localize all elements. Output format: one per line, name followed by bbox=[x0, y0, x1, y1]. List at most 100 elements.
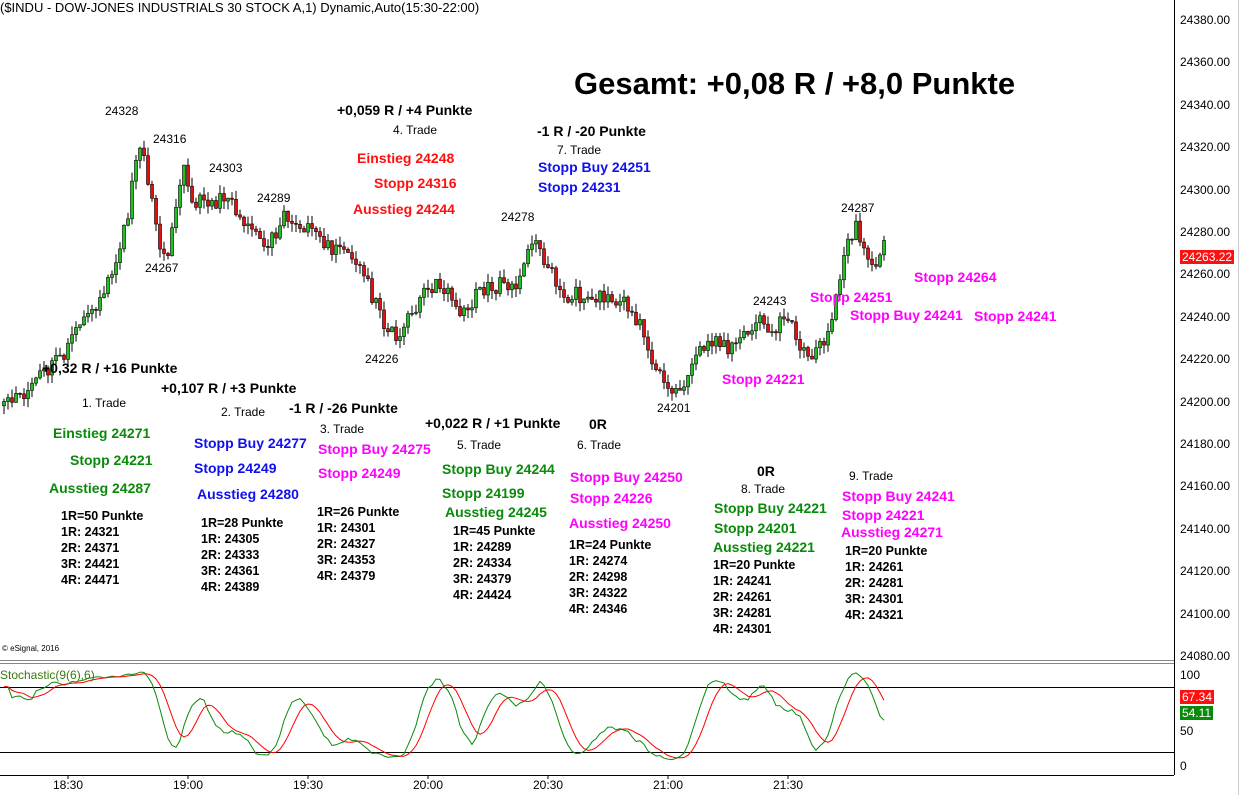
candle bbox=[470, 307, 474, 311]
candle bbox=[386, 328, 390, 333]
candle bbox=[422, 287, 426, 298]
candle bbox=[462, 307, 466, 316]
candle bbox=[434, 278, 438, 293]
candle bbox=[642, 319, 646, 338]
candle bbox=[6, 397, 10, 402]
trade-9-stop: Stopp 24221 bbox=[842, 507, 925, 523]
price-label: 24243 bbox=[753, 294, 787, 308]
trade-7-entry: Stopp Buy 24251 bbox=[538, 159, 651, 175]
candle bbox=[22, 393, 26, 399]
candle bbox=[662, 370, 666, 383]
candle bbox=[322, 236, 326, 249]
trade-9-r: 1R=20 Punkte bbox=[845, 544, 928, 558]
price-tick: 24380.00 bbox=[1180, 13, 1231, 27]
trade-4-exit: Ausstieg 24244 bbox=[353, 201, 455, 217]
candle bbox=[790, 320, 794, 323]
candle bbox=[826, 331, 830, 346]
trade-6-exit: Ausstieg 24250 bbox=[569, 515, 671, 531]
time-tick-label: 21:00 bbox=[653, 778, 683, 792]
price-tick: 24120.00 bbox=[1180, 564, 1231, 579]
stoch-d-value: 67.34 bbox=[1180, 690, 1215, 704]
candle bbox=[658, 369, 662, 372]
trade-3-r: 3R: 24353 bbox=[317, 553, 376, 567]
trade-3-r: 4R: 24379 bbox=[317, 569, 376, 583]
candle bbox=[550, 267, 554, 269]
candle bbox=[286, 210, 290, 222]
candle bbox=[846, 238, 850, 256]
stoch-tick-50: 50 bbox=[1180, 724, 1194, 738]
candle bbox=[106, 277, 110, 295]
candle bbox=[210, 200, 214, 207]
trade-4-entry: Einstieg 24248 bbox=[357, 150, 455, 166]
trade-5-r: 4R: 24424 bbox=[453, 588, 512, 602]
candle bbox=[230, 197, 234, 200]
candle bbox=[590, 296, 594, 300]
price-tick: 24180.00 bbox=[1180, 437, 1231, 451]
price-tick: 24260.00 bbox=[1180, 267, 1231, 282]
candle bbox=[694, 354, 698, 365]
candle bbox=[66, 342, 70, 360]
trade-6-name: 6. Trade bbox=[577, 438, 622, 452]
candle bbox=[614, 301, 618, 306]
candle bbox=[222, 193, 226, 202]
candle bbox=[502, 277, 506, 283]
price-label: 24289 bbox=[257, 191, 291, 205]
stochastic-label: Stochastic(9(6),6) bbox=[0, 668, 95, 682]
candle bbox=[174, 206, 178, 229]
trade-9-entry: Stopp Buy 24241 bbox=[842, 488, 955, 504]
trade-6-r: 4R: 24346 bbox=[569, 602, 628, 616]
candle bbox=[802, 347, 806, 351]
candle bbox=[606, 294, 610, 303]
trade-5-name: 5. Trade bbox=[457, 438, 502, 452]
trade-6-r: 2R: 24298 bbox=[569, 570, 628, 584]
trade-1-name: 1. Trade bbox=[82, 396, 127, 410]
candle bbox=[546, 264, 550, 268]
candle bbox=[374, 298, 378, 303]
price-tick: 24200.00 bbox=[1180, 394, 1231, 409]
candle bbox=[134, 160, 138, 182]
candle bbox=[838, 279, 842, 296]
price-tick: 24080.00 bbox=[1180, 649, 1231, 663]
price-label: 24201 bbox=[657, 401, 691, 415]
trade-5-result: +0,022 R / +1 Punkte bbox=[425, 415, 561, 431]
candle bbox=[726, 340, 730, 355]
candle bbox=[870, 258, 874, 265]
candle bbox=[626, 296, 630, 312]
candle bbox=[602, 290, 606, 303]
trade-6-r: 3R: 24322 bbox=[569, 586, 628, 600]
candle bbox=[138, 147, 142, 161]
stop-annotation: Stopp 24251 bbox=[810, 289, 893, 305]
trade-4-stop: Stopp 24316 bbox=[374, 175, 457, 191]
candle bbox=[530, 243, 534, 250]
stop-annotation: Stopp Buy 24241 bbox=[850, 307, 963, 323]
candle bbox=[850, 238, 854, 241]
candle bbox=[842, 255, 846, 281]
price-label: 24303 bbox=[209, 161, 243, 175]
candle bbox=[266, 246, 270, 248]
trade-5-r: 2R: 24334 bbox=[453, 556, 512, 570]
copyright: © eSignal, 2016 bbox=[2, 644, 60, 653]
candle bbox=[646, 336, 650, 351]
trade-1-r: 1R=50 Punkte bbox=[61, 509, 144, 523]
candle bbox=[62, 354, 66, 360]
trade-8-r: 2R: 24261 bbox=[713, 590, 772, 604]
candle bbox=[806, 347, 810, 357]
price-label: 24287 bbox=[841, 201, 875, 215]
candle bbox=[290, 221, 294, 224]
candle bbox=[438, 278, 442, 289]
trade-6-result: 0R bbox=[589, 416, 607, 432]
trade-3-entry: Stopp Buy 24275 bbox=[318, 441, 431, 457]
trade-5-r: 1R=45 Punkte bbox=[453, 524, 536, 538]
candle bbox=[574, 286, 578, 300]
candle bbox=[718, 336, 722, 348]
trade-4-result: +0,059 R / +4 Punkte bbox=[337, 102, 473, 118]
trade-5-exit: Ausstieg 24245 bbox=[445, 504, 547, 520]
candle bbox=[478, 287, 482, 290]
candle bbox=[114, 262, 118, 275]
trade-8-stop: Stopp 24201 bbox=[714, 520, 797, 536]
stochastic-k-line bbox=[3, 671, 885, 761]
price-tick: 24280.00 bbox=[1180, 225, 1231, 239]
trade-2-r: 1R=28 Punkte bbox=[201, 516, 284, 530]
trade-2-r: 4R: 24389 bbox=[201, 580, 260, 594]
